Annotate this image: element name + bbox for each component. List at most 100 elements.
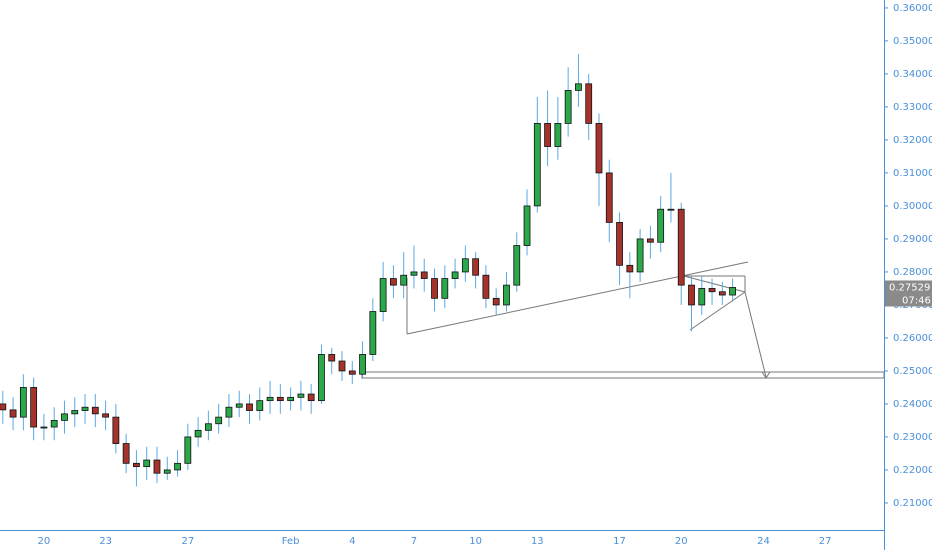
candle-body <box>133 462 140 468</box>
candle-body <box>431 278 438 299</box>
x-tick-label: Feb <box>282 536 300 547</box>
candle-body <box>441 278 449 299</box>
candle-body <box>420 271 428 279</box>
x-tick-label: 20 <box>675 536 688 547</box>
candle-body <box>400 274 408 286</box>
y-tick-label: 0.24000 <box>893 399 932 410</box>
candle-body <box>677 208 685 286</box>
candle-body <box>461 258 469 273</box>
candle-body <box>143 459 151 468</box>
x-tick-label: 17 <box>613 536 626 547</box>
candle-body <box>71 410 79 415</box>
candle-body <box>338 360 346 372</box>
candle-body <box>194 429 202 438</box>
y-tick-label: 0.33000 <box>893 102 932 113</box>
candle-body <box>523 205 531 246</box>
candle-body <box>605 172 613 223</box>
y-tick-label: 0.21000 <box>893 498 932 509</box>
candle-body <box>225 406 233 418</box>
candle-body <box>482 274 490 299</box>
x-tick-label: 23 <box>99 536 112 547</box>
x-tick-label: 10 <box>469 536 482 547</box>
candle-body <box>729 287 737 296</box>
candle-body <box>318 354 325 402</box>
last-price-box <box>885 280 932 294</box>
x-tick-label: 20 <box>38 536 51 547</box>
candle-body <box>9 409 17 418</box>
candle-body <box>256 400 264 411</box>
trend-line <box>406 261 749 335</box>
candle-body <box>50 420 58 428</box>
candle-body <box>30 387 38 428</box>
y-tick-label: 0.29000 <box>893 234 932 245</box>
candle-body <box>390 278 397 286</box>
candle-body <box>554 123 562 147</box>
x-tick-label: 4 <box>349 536 355 547</box>
candle-body <box>287 396 295 402</box>
last-price-label: 0.27529 <box>889 282 930 293</box>
candle-body <box>451 271 459 279</box>
candle-body <box>533 123 541 207</box>
y-tick-label: 0.34000 <box>893 69 932 80</box>
candle-body <box>718 291 726 296</box>
y-tick-label: 0.35000 <box>893 36 932 47</box>
candle-body <box>153 459 161 474</box>
x-tick-label: 27 <box>181 536 194 547</box>
candle-body <box>657 208 665 243</box>
pattern-line <box>689 291 746 331</box>
y-tick-label: 0.25000 <box>893 366 932 377</box>
candle-body <box>667 208 675 211</box>
candle-body <box>646 238 654 243</box>
candle-body <box>163 469 171 474</box>
candle-body <box>616 222 623 266</box>
candle-body <box>0 403 7 411</box>
countdown-box <box>885 293 932 307</box>
projection-line <box>744 291 767 378</box>
candle-body <box>348 370 356 375</box>
candle-body <box>40 426 48 429</box>
candle-body <box>246 403 253 411</box>
y-tick-label: 0.31000 <box>893 168 932 179</box>
candle-body <box>379 278 387 312</box>
x-tick-label: 27 <box>819 536 832 547</box>
candle-body <box>472 258 480 276</box>
y-tick-label: 0.30000 <box>893 201 932 212</box>
x-tick-label: 13 <box>531 536 544 547</box>
candle-body <box>122 443 130 464</box>
candle-body <box>698 288 706 306</box>
x-tick-label: 24 <box>757 536 770 547</box>
candle-body <box>626 264 634 273</box>
y-tick-label: 0.26000 <box>893 333 932 344</box>
countdown-label: 07:46 <box>902 295 931 306</box>
candle-body <box>564 90 572 124</box>
y-tick-label: 0.28000 <box>893 267 932 278</box>
candle-body <box>61 413 68 421</box>
candle-body <box>297 393 305 398</box>
candle-body <box>19 387 27 418</box>
candle-body <box>492 297 500 306</box>
candle-body <box>359 354 366 375</box>
candle-body <box>307 393 315 402</box>
candle-body <box>204 423 212 431</box>
y-tick-label: 0.36000 <box>893 3 932 14</box>
candle-body <box>328 354 336 362</box>
candle-body <box>81 406 89 411</box>
candle-body <box>215 416 223 425</box>
candle-body <box>102 413 109 418</box>
projection-arrow <box>761 371 771 379</box>
y-tick-label: 0.22000 <box>893 465 932 476</box>
candle-body <box>595 123 603 174</box>
candle-body <box>266 396 274 402</box>
candle-body <box>636 238 644 273</box>
candle-body <box>369 311 377 355</box>
candle-body <box>688 284 695 306</box>
x-tick-label: 7 <box>411 536 417 547</box>
candle-body <box>91 406 99 415</box>
candle-body <box>276 396 284 402</box>
candle-body <box>410 271 418 276</box>
candle-body <box>112 416 120 444</box>
candle-body <box>174 462 181 471</box>
y-tick-label: 0.32000 <box>893 135 932 146</box>
